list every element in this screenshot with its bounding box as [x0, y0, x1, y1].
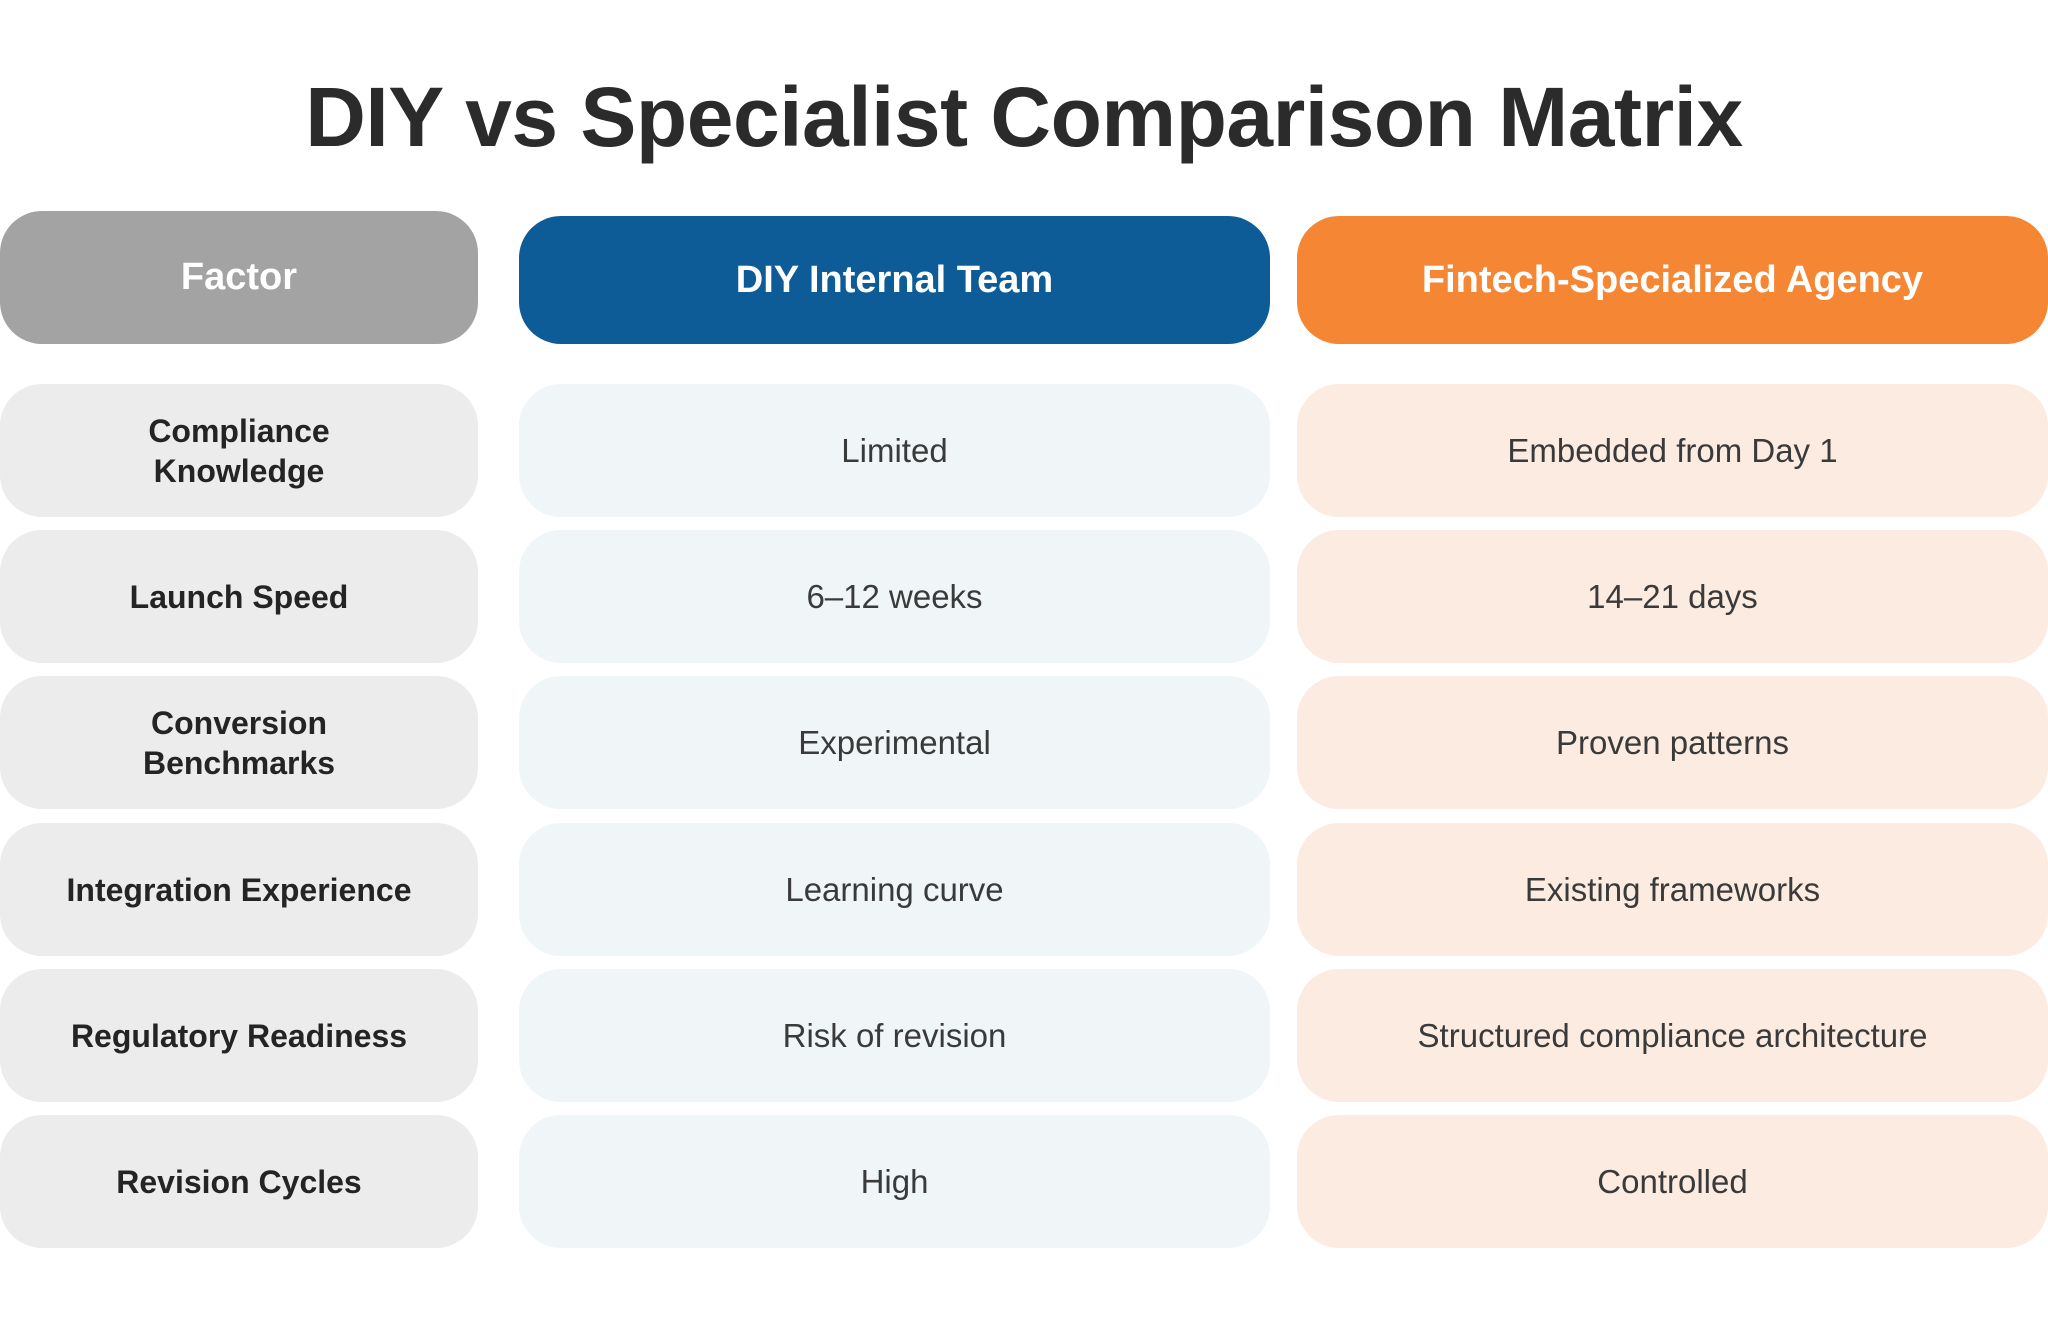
- factor-label: Compliance Knowledge: [148, 412, 330, 489]
- row-diy-cell: Limited: [519, 384, 1270, 517]
- row-agency-cell: 14–21 days: [1297, 530, 2048, 663]
- row-diy-cell: High: [519, 1115, 1270, 1248]
- page-title: DIY vs Specialist Comparison Matrix: [305, 70, 1743, 164]
- row-agency-cell: Existing frameworks: [1297, 823, 2048, 956]
- row-factor-cell: Integration Experience: [0, 823, 478, 956]
- row-factor-cell: Regulatory Readiness: [0, 969, 478, 1102]
- factor-label: Regulatory Readiness: [70, 1017, 408, 1054]
- row-factor-cell: Compliance Knowledge: [0, 384, 478, 517]
- column-header-agency: Fintech-Specialized Agency: [1297, 216, 2048, 344]
- row-factor-cell: Revision Cycles: [0, 1115, 478, 1248]
- row-diy-cell: 6–12 weeks: [519, 530, 1270, 663]
- row-diy-cell: Experimental: [519, 676, 1270, 809]
- column-header-factor: Factor: [0, 211, 478, 344]
- row-agency-cell: Structured compliance architecture: [1297, 969, 2048, 1102]
- row-agency-cell: Embedded from Day 1: [1297, 384, 2048, 517]
- row-factor-cell: Launch Speed: [0, 530, 478, 663]
- row-diy-cell: Risk of revision: [519, 969, 1270, 1102]
- factor-label: Integration Experience: [66, 871, 412, 908]
- row-factor-cell: Conversion Benchmarks: [0, 676, 478, 809]
- row-agency-cell: Proven patterns: [1297, 676, 2048, 809]
- factor-label: Launch Speed: [129, 578, 349, 615]
- column-header-diy: DIY Internal Team: [519, 216, 1270, 344]
- factor-label: Conversion Benchmarks: [142, 704, 336, 781]
- factor-label: Revision Cycles: [116, 1163, 362, 1200]
- row-agency-cell: Controlled: [1297, 1115, 2048, 1248]
- row-diy-cell: Learning curve: [519, 823, 1270, 956]
